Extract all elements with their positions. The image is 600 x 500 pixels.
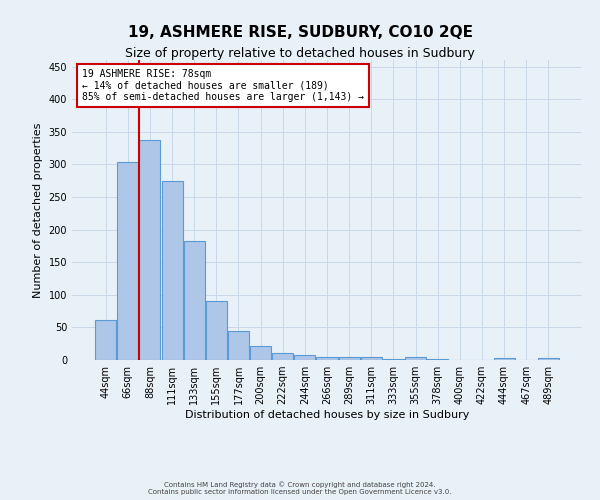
Bar — [494, 358, 515, 360]
Y-axis label: Number of detached properties: Number of detached properties — [33, 122, 43, 298]
Text: Contains HM Land Registry data © Crown copyright and database right 2024.
Contai: Contains HM Land Registry data © Crown c… — [148, 482, 452, 495]
Bar — [295, 355, 316, 360]
Bar — [118, 162, 139, 360]
Bar — [206, 302, 227, 360]
Bar — [405, 358, 426, 360]
Bar — [228, 330, 249, 360]
Bar — [139, 140, 160, 360]
X-axis label: Distribution of detached houses by size in Sudbury: Distribution of detached houses by size … — [185, 410, 469, 420]
Text: Size of property relative to detached houses in Sudbury: Size of property relative to detached ho… — [125, 48, 475, 60]
Bar — [316, 356, 338, 360]
Bar — [338, 358, 359, 360]
Bar — [161, 180, 182, 360]
Bar — [538, 358, 559, 360]
Bar — [95, 320, 116, 360]
Bar — [383, 358, 404, 360]
Bar — [184, 240, 205, 360]
Text: 19 ASHMERE RISE: 78sqm
← 14% of detached houses are smaller (189)
85% of semi-de: 19 ASHMERE RISE: 78sqm ← 14% of detached… — [82, 69, 364, 102]
Bar — [250, 346, 271, 360]
Bar — [361, 358, 382, 360]
Text: 19, ASHMERE RISE, SUDBURY, CO10 2QE: 19, ASHMERE RISE, SUDBURY, CO10 2QE — [128, 25, 473, 40]
Bar — [272, 353, 293, 360]
Bar — [427, 358, 448, 360]
